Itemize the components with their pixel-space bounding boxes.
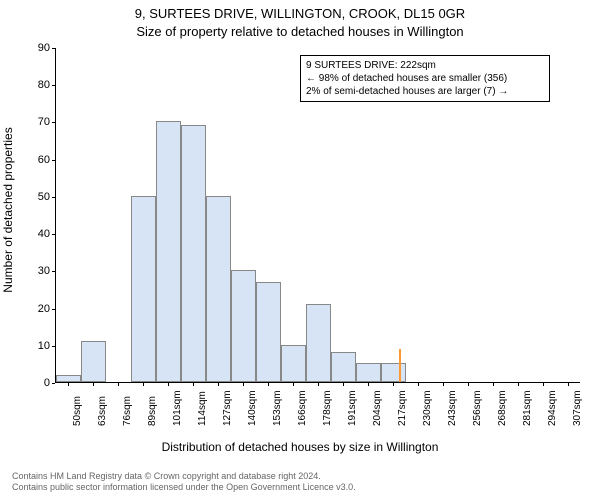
x-tick-label: 191sqm [347, 390, 358, 426]
y-tick-label: 70 [20, 116, 50, 128]
x-tick-mark [343, 383, 344, 386]
y-tick-label: 0 [20, 377, 50, 389]
histogram-bar [231, 270, 256, 382]
histogram-bar [131, 196, 156, 382]
x-tick-label: 153sqm [272, 390, 283, 426]
x-tick-label: 294sqm [547, 390, 558, 426]
histogram-bar [81, 341, 106, 382]
x-tick-mark [268, 383, 269, 386]
x-tick-label: 101sqm [172, 390, 183, 426]
annotation-box: 9 SURTEES DRIVE: 222sqm ← 98% of detache… [300, 55, 550, 102]
y-tick-label: 80 [20, 79, 50, 91]
x-tick-label: 217sqm [397, 390, 408, 426]
histogram-bar [281, 345, 306, 382]
chart-title-line1: 9, SURTEES DRIVE, WILLINGTON, CROOK, DL1… [0, 6, 600, 21]
x-tick-label: 256sqm [472, 390, 483, 426]
x-tick-mark [518, 383, 519, 386]
y-tick-mark [52, 197, 55, 198]
x-tick-label: 76sqm [122, 396, 133, 426]
histogram-bar [156, 121, 181, 382]
chart-container: 9, SURTEES DRIVE, WILLINGTON, CROOK, DL1… [0, 0, 600, 500]
y-tick-mark [52, 346, 55, 347]
y-tick-label: 10 [20, 340, 50, 352]
footer-line1: Contains HM Land Registry data © Crown c… [12, 471, 356, 483]
histogram-bar [181, 125, 206, 382]
x-tick-label: 127sqm [222, 390, 233, 426]
histogram-bar [56, 375, 81, 382]
x-tick-label: 204sqm [372, 390, 383, 426]
histogram-bar [306, 304, 331, 382]
x-tick-mark [168, 383, 169, 386]
marker-line [399, 349, 401, 383]
y-tick-label: 50 [20, 191, 50, 203]
x-tick-mark [568, 383, 569, 386]
x-tick-mark [193, 383, 194, 386]
x-tick-label: 268sqm [497, 390, 508, 426]
histogram-bar [331, 352, 356, 382]
x-tick-mark [93, 383, 94, 386]
y-tick-label: 40 [20, 228, 50, 240]
annotation-line1: 9 SURTEES DRIVE: 222sqm [306, 59, 544, 72]
x-tick-mark [143, 383, 144, 386]
x-tick-label: 243sqm [447, 390, 458, 426]
y-tick-mark [52, 271, 55, 272]
footer-text: Contains HM Land Registry data © Crown c… [12, 471, 356, 494]
y-axis-label: Number of detached properties [1, 127, 15, 292]
x-tick-mark [443, 383, 444, 386]
histogram-bar [356, 363, 381, 382]
x-tick-label: 178sqm [322, 390, 333, 426]
histogram-bar [206, 196, 231, 382]
x-tick-mark [493, 383, 494, 386]
x-tick-mark [68, 383, 69, 386]
x-tick-label: 307sqm [572, 390, 583, 426]
x-tick-mark [243, 383, 244, 386]
y-tick-mark [52, 122, 55, 123]
y-tick-mark [52, 309, 55, 310]
footer-line2: Contains public sector information licen… [12, 482, 356, 494]
x-tick-mark [418, 383, 419, 386]
x-tick-mark [293, 383, 294, 386]
annotation-line3: 2% of semi-detached houses are larger (7… [306, 85, 544, 98]
x-tick-label: 166sqm [297, 390, 308, 426]
x-tick-mark [318, 383, 319, 386]
y-tick-label: 30 [20, 265, 50, 277]
y-tick-mark [52, 85, 55, 86]
x-tick-label: 114sqm [197, 391, 208, 426]
x-tick-label: 50sqm [72, 396, 83, 426]
y-tick-mark [52, 160, 55, 161]
x-tick-mark [118, 383, 119, 386]
y-tick-label: 90 [20, 42, 50, 54]
x-tick-label: 281sqm [522, 390, 533, 426]
annotation-line2: ← 98% of detached houses are smaller (35… [306, 72, 544, 85]
x-tick-label: 89sqm [147, 396, 158, 426]
x-tick-label: 140sqm [247, 390, 258, 426]
y-tick-mark [52, 383, 55, 384]
x-tick-label: 63sqm [97, 396, 108, 426]
x-tick-mark [543, 383, 544, 386]
x-axis-label: Distribution of detached houses by size … [0, 440, 600, 454]
y-tick-label: 20 [20, 303, 50, 315]
histogram-bar [256, 282, 281, 383]
y-tick-mark [52, 48, 55, 49]
x-tick-mark [393, 383, 394, 386]
x-tick-mark [218, 383, 219, 386]
x-tick-mark [368, 383, 369, 386]
y-tick-label: 60 [20, 154, 50, 166]
x-tick-label: 230sqm [422, 390, 433, 426]
histogram-bar [381, 363, 406, 382]
y-tick-mark [52, 234, 55, 235]
x-tick-mark [468, 383, 469, 386]
chart-title-line2: Size of property relative to detached ho… [0, 24, 600, 39]
